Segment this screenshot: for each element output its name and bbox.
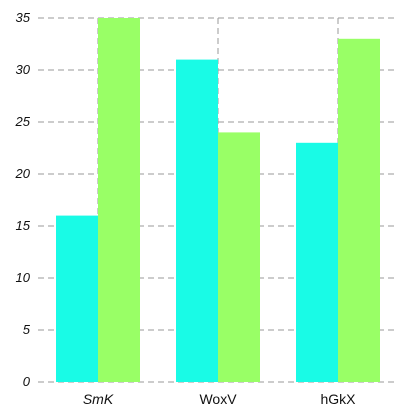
bar [296,142,338,382]
bar [176,59,218,382]
x-tick-label: hGkX [320,391,356,407]
bars-layer [56,18,380,383]
bar [56,215,98,382]
y-tick-label: 25 [15,114,31,129]
y-tick-label: 5 [23,322,31,337]
y-tick-label: 0 [23,374,31,389]
y-axis-ticks: 0 5 10 15 20 25 30 35 [15,10,31,389]
y-tick-label: 20 [15,166,31,181]
x-axis-ticks: SmK WoxV hGkX [83,391,356,407]
bar [98,18,140,382]
bar [218,132,260,382]
x-tick-label: SmK [83,391,114,407]
y-tick-label: 10 [16,270,31,285]
y-tick-label: 15 [16,218,31,233]
bar [338,38,380,383]
y-tick-label: 30 [16,62,31,77]
x-tick-label: WoxV [199,391,237,407]
y-tick-label: 35 [16,10,31,25]
